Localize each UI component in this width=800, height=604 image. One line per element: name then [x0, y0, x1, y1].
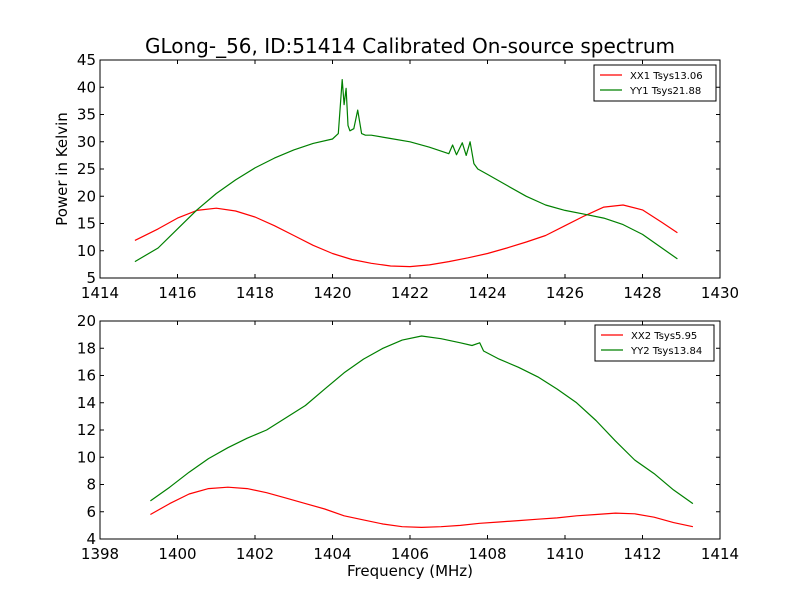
y-tick-label: 6	[86, 503, 96, 521]
y-tick-label: 40	[77, 78, 96, 96]
y-tick-label: 30	[77, 133, 96, 151]
series-line-xx2	[150, 486, 694, 529]
legend-box	[594, 324, 715, 362]
y-tick-label: 20	[77, 312, 96, 330]
legend: XX1 Tsys13.06 YY1 Tsys21.88	[593, 64, 717, 102]
legend-label: XX1 Tsys13.06	[630, 71, 703, 82]
plots: 1414 1416 1418 1420 1422 1424 1426 1428 14305101…	[53, 51, 739, 580]
x-tick-label: 1412	[623, 545, 661, 563]
legend-box	[593, 64, 717, 102]
y-axis-label: Power in Kelvin	[53, 112, 71, 226]
x-tick-label: 1422	[391, 284, 429, 302]
legend-label: YY2 Tsys13.84	[630, 346, 702, 357]
x-tick-label: 1406	[391, 545, 429, 563]
y-tick-label: 25	[77, 160, 96, 178]
plot-1: 1414 1416 1418 1420 1422 1424 1426 1428 1430 5 10 1…	[53, 51, 739, 302]
x-tick-label: 1420	[313, 284, 351, 302]
x-tick-label: 1404	[313, 545, 351, 563]
series-line-yy1	[134, 78, 678, 263]
y-tick-label: 15	[77, 215, 96, 233]
x-tick-label: 1428	[623, 284, 661, 302]
chart-title: GLong-_56, ID:51414 Calibrated On-source…	[145, 34, 675, 58]
y-tick-label: 4	[86, 530, 96, 548]
legend: XX2 Tsys5.95 YY2 Tsys13.84	[594, 324, 715, 362]
y-tick-label: 14	[77, 394, 96, 412]
y-tick-label: 35	[77, 106, 96, 124]
x-tick-label: 1400	[158, 545, 196, 563]
series-line-xx1	[134, 204, 678, 268]
legend-label: YY1 Tsys21.88	[629, 86, 701, 97]
x-tick-label: 1426	[546, 284, 584, 302]
series-line-yy2	[150, 335, 694, 505]
y-tick-label: 5	[86, 269, 96, 287]
x-tick-label: 1416	[158, 284, 196, 302]
x-tick-label: 1430	[701, 284, 739, 302]
x-axis-label: Frequency (MHz)	[347, 562, 473, 580]
x-tick-label: 1398	[81, 545, 119, 563]
y-tick-label: 10	[77, 448, 96, 466]
legend-label: XX2 Tsys5.95	[631, 331, 697, 342]
y-tick-label: 10	[77, 242, 96, 260]
y-tick-label: 45	[77, 51, 96, 69]
y-tick-label: 20	[77, 187, 96, 205]
x-tick-label: 1408	[468, 545, 506, 563]
y-tick-label: 16	[77, 367, 96, 385]
x-tick-label: 1414	[81, 284, 119, 302]
y-tick-label: 18	[77, 339, 96, 357]
plot-2: 1398 1400 1402 1404 1406 1408 1410 1412 14144681…	[77, 312, 739, 580]
x-tick-label: 1402	[236, 545, 274, 563]
x-tick-label: 1410	[546, 545, 584, 563]
x-tick-label: 1414	[701, 545, 739, 563]
y-tick-label: 12	[77, 421, 96, 439]
y-tick-label: 8	[86, 476, 96, 494]
x-tick-label: 1418	[236, 284, 274, 302]
x-tick-label: 1424	[468, 284, 506, 302]
